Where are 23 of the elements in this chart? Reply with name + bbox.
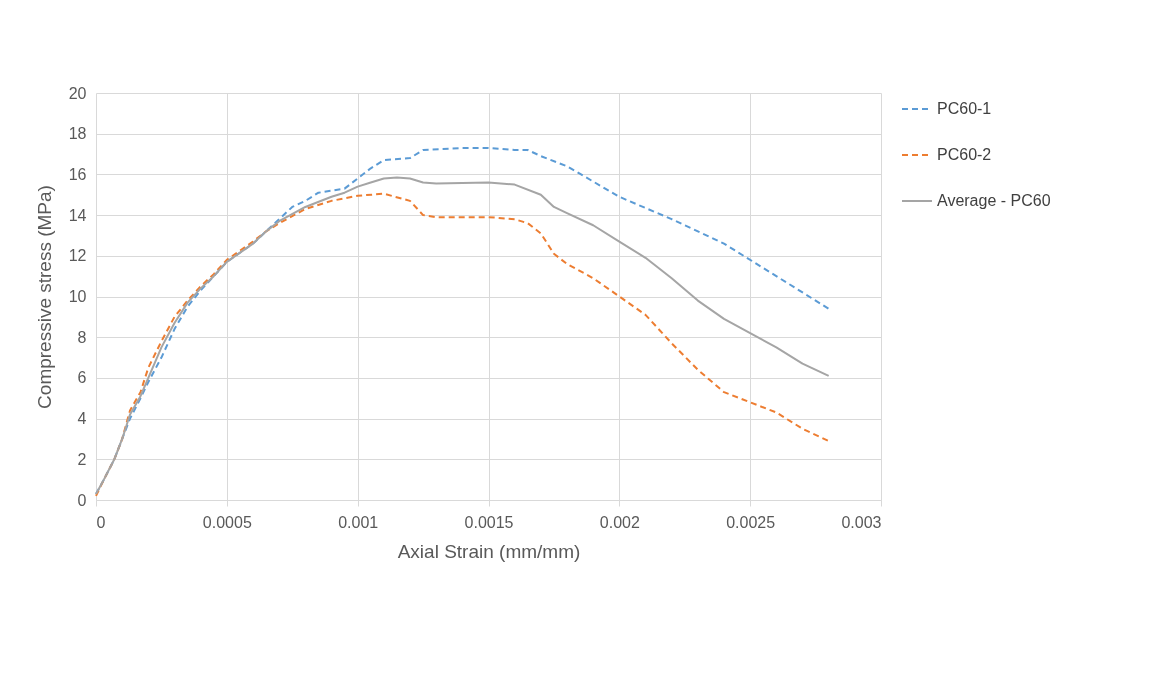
x-axis-title: Axial Strain (mm/mm) [397,540,581,562]
legend-label: PC60-2 [937,146,992,163]
y-tick-label: 12 [68,247,87,265]
legend-label: Average - PC60 [937,192,1051,209]
x-tick-label: 0.002 [599,513,640,531]
y-tick-label: 14 [68,206,87,224]
y-tick-label: 6 [77,369,87,387]
y-tick-label: 20 [68,84,87,102]
legend-label: PC60-1 [937,100,992,117]
x-tick-label: 0.0025 [726,513,776,531]
x-tick-label: 0 [96,513,106,531]
y-tick-label: 16 [68,165,87,183]
x-tick-label: 0.0005 [202,513,252,531]
x-tick-label: 0.003 [841,513,882,531]
y-tick-label: 10 [68,288,87,305]
x-tick-label: 0.001 [338,513,379,531]
y-tick-label: 18 [68,125,87,143]
x-tick-label: 0.0015 [464,513,514,531]
y-axis-title: Compressive stress (MPa) [33,185,55,409]
y-tick-label: 0 [77,491,87,509]
y-tick-label: 8 [77,328,87,346]
y-tick-label: 4 [77,410,87,428]
y-tick-label: 2 [77,450,87,468]
